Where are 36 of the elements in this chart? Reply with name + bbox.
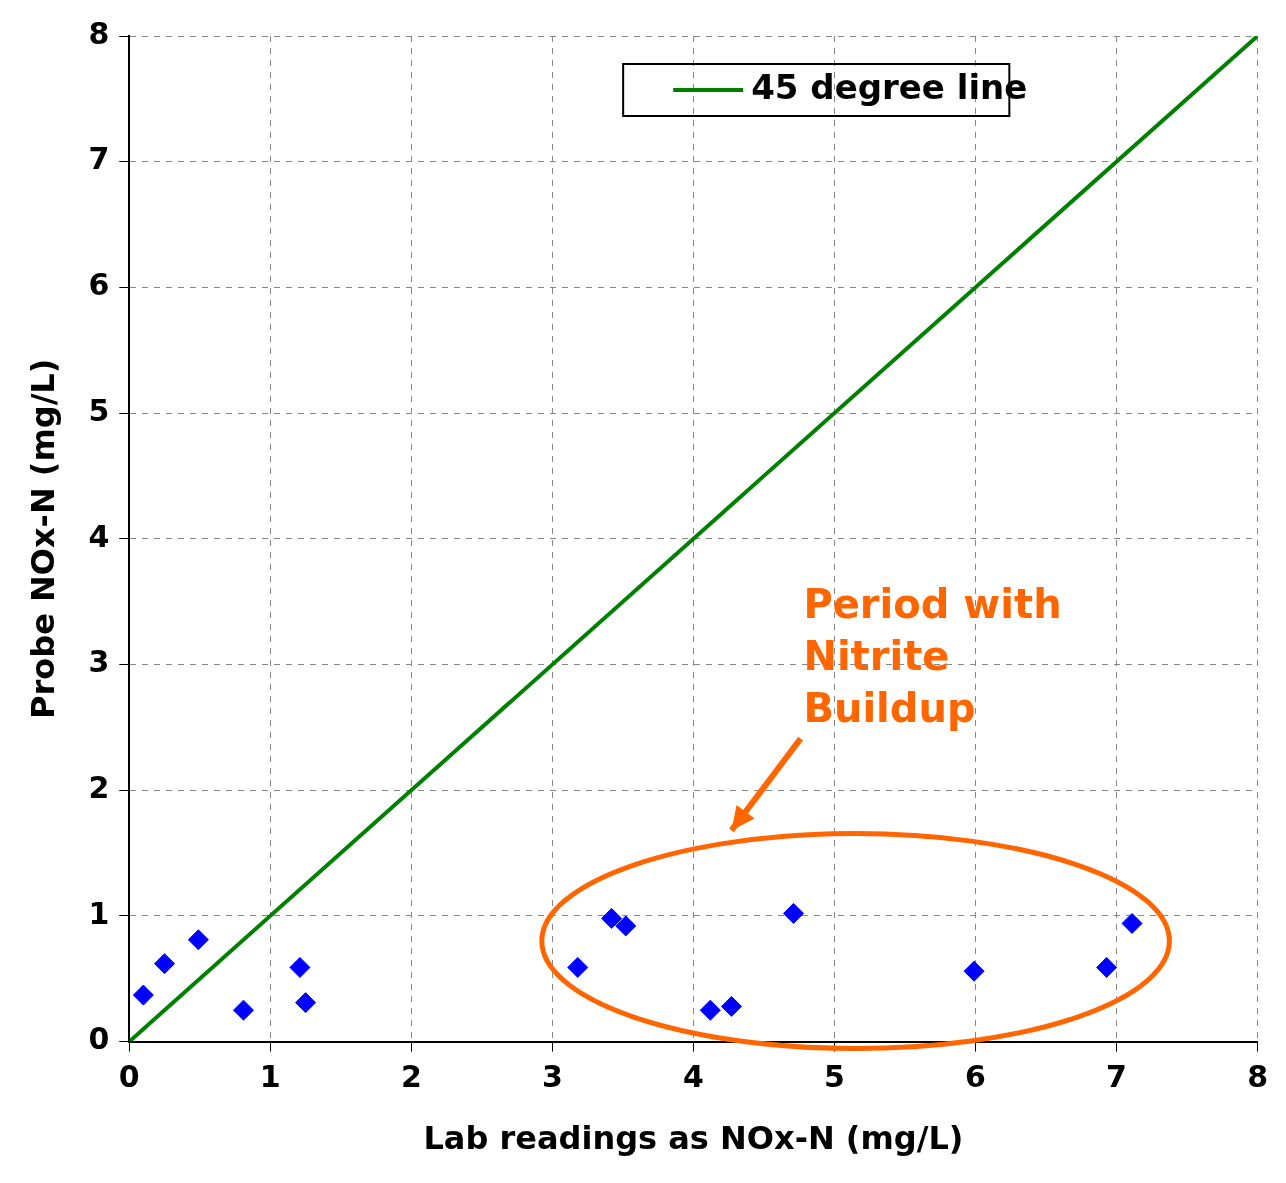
y-tick-label: 7 [88, 141, 110, 177]
x-tick-label: 8 [1247, 1059, 1268, 1095]
y-tick-label: 5 [88, 392, 110, 428]
point [567, 956, 589, 978]
point [289, 956, 311, 978]
point [154, 953, 176, 975]
point [187, 929, 209, 951]
point [233, 999, 255, 1021]
y-tick-label: 4 [88, 518, 110, 554]
x-tick-label: 2 [400, 1059, 422, 1095]
point [721, 995, 742, 1017]
y-tick-label: 6 [88, 267, 110, 303]
x-tick-label: 7 [1106, 1059, 1127, 1095]
point [1121, 912, 1143, 934]
point [783, 902, 805, 924]
y-tick-label: 0 [88, 1021, 110, 1057]
y-tick-label: 1 [88, 895, 110, 931]
annotation: Period with Nitrite Buildup [803, 580, 1062, 731]
point [1096, 956, 1118, 978]
point [132, 984, 154, 1006]
x-axis-title: Lab readings as NOx-N (mg/L) [423, 1119, 964, 1158]
x-tick-label: 0 [118, 1059, 140, 1095]
point [963, 960, 985, 982]
y-axis-title: Probe NOx-N (mg/L) [23, 358, 62, 719]
x-tick-label: 5 [824, 1059, 845, 1095]
point [615, 915, 637, 937]
point [601, 907, 623, 929]
point [295, 992, 317, 1014]
x-tick-label: 6 [965, 1059, 986, 1095]
point [699, 999, 721, 1021]
y-tick-label: 2 [88, 770, 110, 805]
x-tick-label: 4 [682, 1059, 704, 1095]
y-tick-label: 3 [88, 644, 110, 680]
x-tick-label: 3 [541, 1059, 563, 1095]
y-tick-label: 8 [88, 15, 110, 51]
x-tick-label: 1 [259, 1059, 281, 1095]
